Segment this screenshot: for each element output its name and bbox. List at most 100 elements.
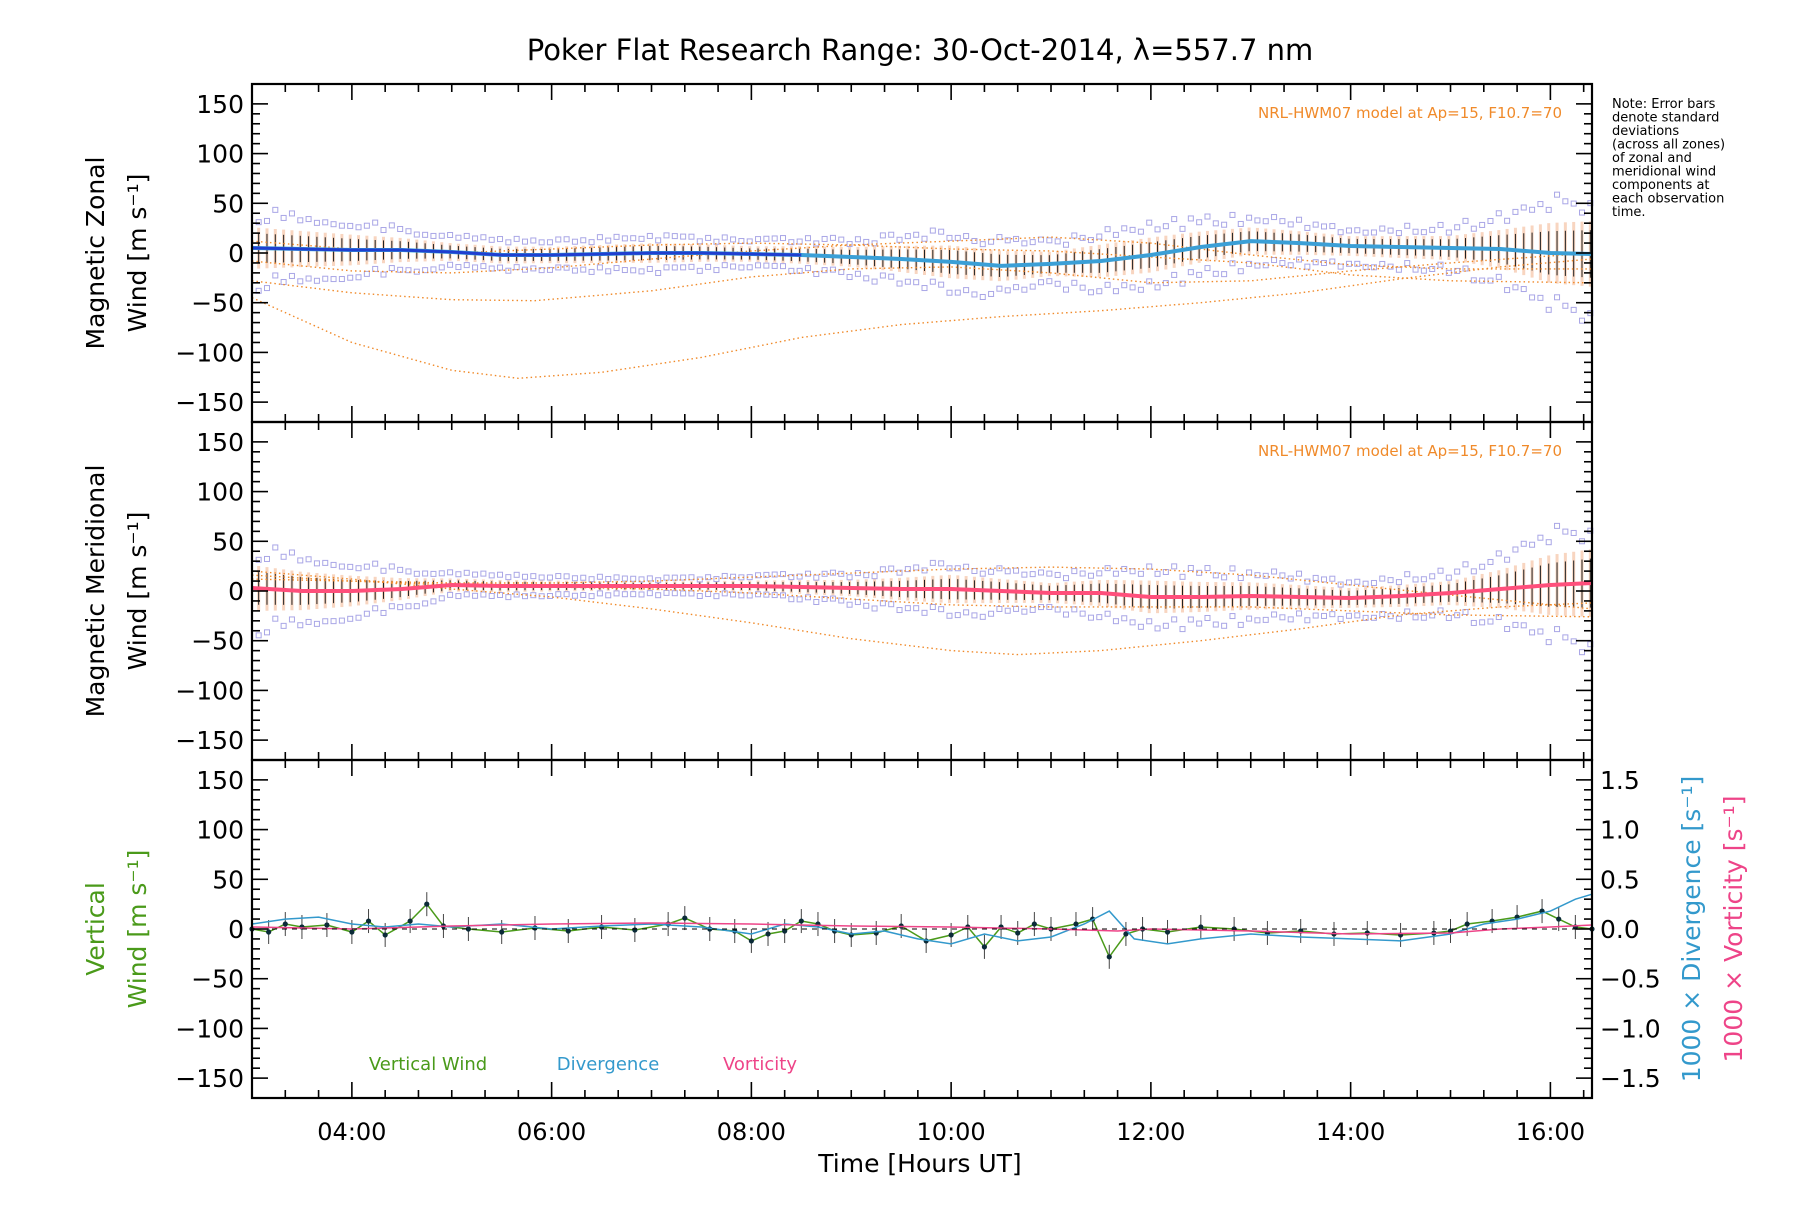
zone-marker [829, 569, 836, 576]
zone-marker [546, 239, 553, 246]
zone-marker [438, 264, 445, 271]
vertical-wind-point [365, 918, 372, 924]
zone-marker [488, 236, 495, 243]
zone-marker [913, 564, 920, 571]
vertical-wind-point [948, 932, 954, 938]
vertical-wind-point [682, 915, 688, 921]
vertical-wind-point [266, 929, 272, 935]
zone-marker [863, 238, 870, 245]
zone-marker [938, 606, 945, 613]
zone-marker [929, 227, 936, 234]
zone-marker [1420, 576, 1427, 583]
zone-marker [1545, 306, 1552, 313]
zone-marker [1154, 625, 1161, 632]
zone-marker [571, 267, 578, 274]
zone-marker [780, 263, 787, 270]
y2-tick-label: 0.5 [1600, 865, 1640, 894]
zone-marker [730, 573, 737, 580]
zone-marker [380, 227, 387, 234]
y-tick-label: −150 [175, 1064, 244, 1093]
zone-marker [655, 577, 662, 584]
note-line: Note: Error bars [1612, 97, 1716, 112]
zone-marker [488, 265, 495, 272]
zone-marker [1537, 294, 1544, 301]
vertical-wind-point [349, 929, 355, 935]
vertical-wind-point [1106, 954, 1112, 960]
zone-marker [988, 290, 995, 297]
zone-marker [1370, 229, 1377, 236]
zone-marker [1437, 261, 1444, 268]
zone-marker [405, 228, 412, 235]
zone-marker [1387, 227, 1394, 234]
zone-marker [846, 274, 853, 281]
zone-marker [588, 239, 595, 246]
y-tick-label: 100 [196, 816, 244, 845]
vertical-wind-point [1015, 930, 1021, 936]
zone-marker [721, 590, 728, 597]
zone-marker [1262, 616, 1269, 623]
zone-marker [1504, 556, 1511, 563]
zone-marker [630, 575, 637, 582]
vertical-wind-point [1164, 929, 1171, 935]
y-axis-label-line-1: Vertical [81, 882, 110, 976]
zone-marker [763, 262, 770, 269]
zone-marker [1246, 214, 1253, 221]
zone-marker [1146, 618, 1153, 625]
model-label: NRL-HWM07 model at Ap=15, F10.7=70 [1258, 442, 1562, 460]
chart-title: Poker Flat Research Range: 30-Oct-2014, … [527, 33, 1314, 67]
zone-marker [430, 598, 437, 605]
zone-marker [1087, 289, 1094, 296]
zone-marker [688, 263, 695, 270]
zone-marker [1121, 282, 1128, 289]
zone-marker [613, 265, 620, 272]
zone-marker [1329, 575, 1336, 582]
zone-marker [1354, 612, 1361, 619]
zone-marker [1529, 541, 1536, 548]
zone-marker [555, 236, 562, 243]
note-line: deviations [1612, 124, 1679, 139]
zone-marker [1013, 567, 1020, 574]
y2-tick-label: 0.0 [1600, 915, 1640, 944]
zone-marker [422, 231, 429, 238]
zone-marker [288, 616, 295, 623]
zone-marker [1004, 568, 1011, 575]
zone-marker [655, 237, 662, 244]
zone-marker [422, 600, 429, 607]
zone-marker [538, 574, 545, 581]
zone-marker [1046, 570, 1053, 577]
zone-marker [1545, 539, 1552, 546]
zone-marker [1212, 270, 1219, 277]
zone-marker [455, 234, 462, 241]
zone-marker [1487, 618, 1494, 625]
zone-marker [721, 262, 728, 269]
zone-marker [1279, 218, 1286, 225]
zone-marker [1537, 201, 1544, 208]
zone-marker [447, 231, 454, 238]
zone-marker [1237, 220, 1244, 227]
y-tick-label: 50 [212, 865, 244, 894]
zone-marker [1054, 280, 1061, 287]
y2-tick-label: −1.5 [1600, 1064, 1661, 1093]
zone-marker [1570, 529, 1577, 536]
zone-marker [272, 615, 279, 622]
zone-marker [305, 216, 312, 223]
zone-marker [413, 570, 420, 577]
zone-marker [1504, 625, 1511, 632]
zone-marker [904, 233, 911, 240]
zone-marker [1296, 256, 1303, 263]
zone-marker [1279, 260, 1286, 267]
zone-marker [1087, 237, 1094, 244]
zone-marker [755, 262, 762, 269]
zone-marker [971, 291, 978, 298]
zone-marker [1570, 306, 1577, 313]
zone-marker [1062, 575, 1069, 582]
zone-marker [497, 236, 504, 243]
zone-marker [1096, 288, 1103, 295]
zone-marker [646, 590, 653, 597]
zone-marker [322, 559, 329, 566]
zone-marker [621, 575, 628, 582]
vertical-wind-point [1556, 916, 1562, 922]
zone-marker [255, 556, 262, 563]
zone-marker [438, 595, 445, 602]
